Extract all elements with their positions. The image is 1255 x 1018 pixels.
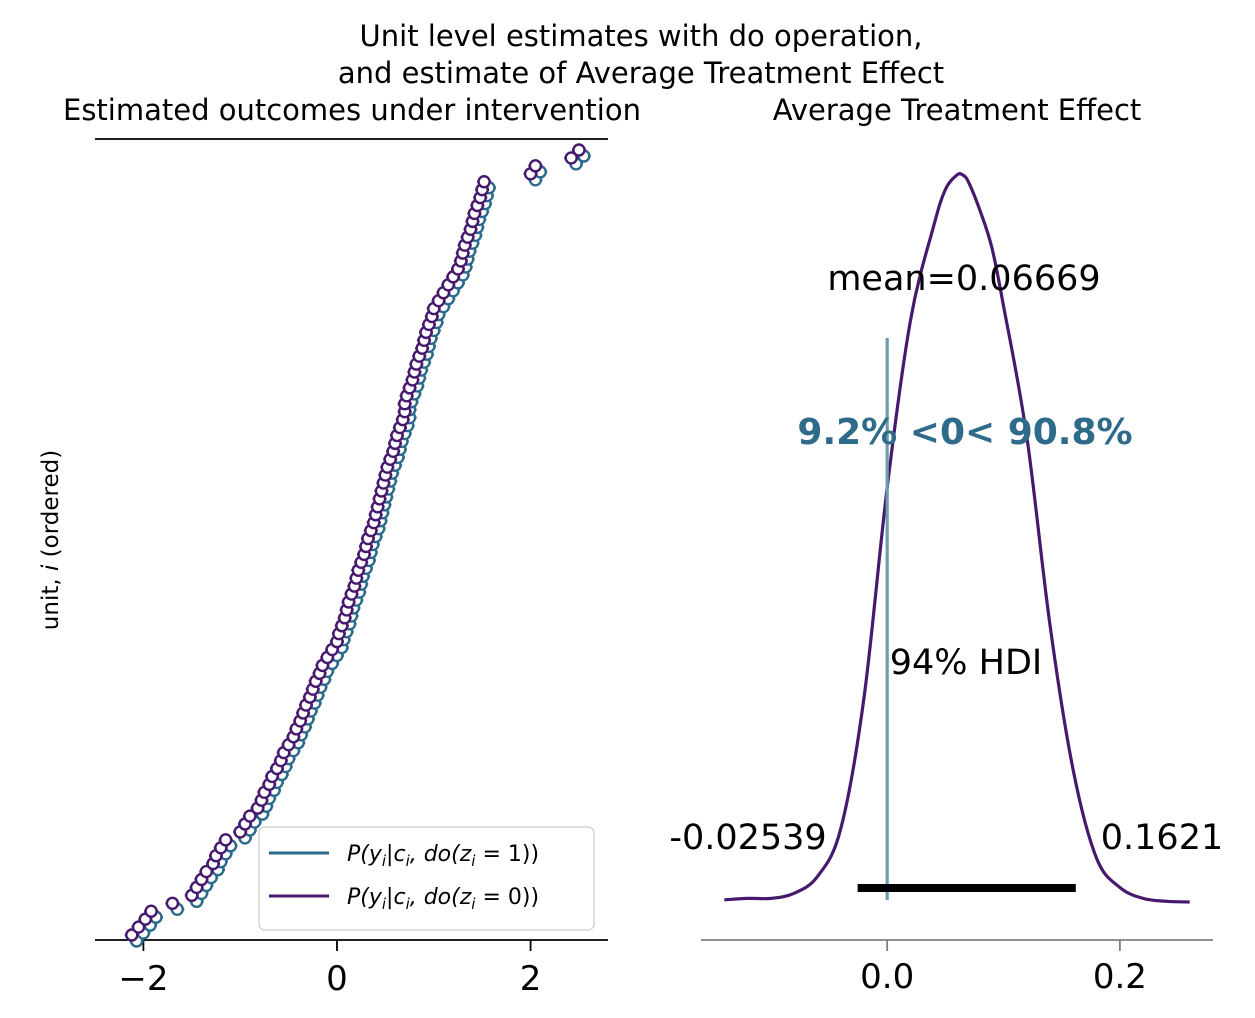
unit-point bbox=[243, 809, 257, 823]
hdi-high-label: 0.1621 bbox=[1101, 818, 1223, 858]
legend-do1-sub-i3: i bbox=[471, 852, 476, 870]
left-x-tick-label: −2 bbox=[118, 959, 168, 999]
legend: P(yi|ci, do(zi = 1)) P(yi|ci, do(zi = 0)… bbox=[258, 826, 595, 931]
left-points bbox=[124, 143, 591, 948]
unit-point bbox=[564, 151, 578, 165]
legend-do1-tail: , do(z bbox=[410, 842, 472, 867]
left-axes-title: Estimated outcomes under intervention bbox=[63, 93, 641, 127]
legend-frame bbox=[258, 826, 595, 931]
right-axes: Average Treatment Effect 0.0 0.2 mean=0.0… bbox=[669, 93, 1223, 997]
legend-do1-sub-i2: i bbox=[406, 852, 411, 870]
legend-do1-sub-i: i bbox=[382, 852, 387, 870]
unit-point bbox=[572, 143, 586, 157]
ylabel-suffix: (ordered) bbox=[38, 450, 64, 565]
left-ylabel: unit, i (ordered) bbox=[38, 450, 64, 630]
right-x-tick-label: 0.2 bbox=[1093, 957, 1147, 997]
figure-suptitle-line1: Unit level estimates with do operation, bbox=[360, 19, 923, 53]
legend-do0-tail: , do(z bbox=[410, 885, 472, 910]
legend-do1-mid: |c bbox=[386, 842, 406, 867]
right-x-ticks: 0.0 0.2 bbox=[860, 940, 1147, 997]
legend-do1-value: = 1)) bbox=[475, 842, 539, 867]
legend-do0-sub-i3: i bbox=[471, 895, 476, 913]
ylabel-italic-i: i bbox=[38, 564, 64, 571]
right-x-tick-label: 0.0 bbox=[860, 957, 914, 997]
unit-point bbox=[144, 904, 158, 918]
mean-label: mean=0.06669 bbox=[827, 259, 1100, 299]
unit-point bbox=[477, 175, 491, 189]
legend-label-do1: P(yi|ci, do(zi = 1)) bbox=[347, 842, 539, 870]
left-x-tick-label: 2 bbox=[520, 959, 542, 999]
legend-do0-sub-i: i bbox=[382, 895, 387, 913]
ylabel-prefix: unit, bbox=[38, 571, 64, 630]
unit-point bbox=[165, 896, 180, 910]
legend-label-do0: P(yi|ci, do(zi = 0)) bbox=[347, 885, 539, 913]
legend-do0-sub-i2: i bbox=[406, 895, 411, 913]
legend-do0-value: = 0)) bbox=[475, 885, 539, 910]
left-x-tick-label: 0 bbox=[326, 959, 348, 999]
hdi-label: 94% HDI bbox=[890, 643, 1043, 683]
unit-point bbox=[218, 833, 233, 847]
ref-prob-label: 9.2% <0< 90.8% bbox=[797, 412, 1132, 453]
legend-do0-mid: |c bbox=[386, 885, 406, 910]
series-points bbox=[124, 143, 586, 942]
figure-suptitle-line2: and estimate of Average Treatment Effect bbox=[338, 56, 944, 90]
unit-point bbox=[528, 159, 543, 173]
density-curve bbox=[724, 172, 1190, 904]
left-axes: Estimated outcomes under intervention un… bbox=[38, 93, 641, 999]
hdi-low-label: -0.02539 bbox=[669, 818, 826, 858]
right-axes-title: Average Treatment Effect bbox=[773, 93, 1142, 127]
left-x-ticks: −2 0 2 bbox=[118, 940, 541, 999]
